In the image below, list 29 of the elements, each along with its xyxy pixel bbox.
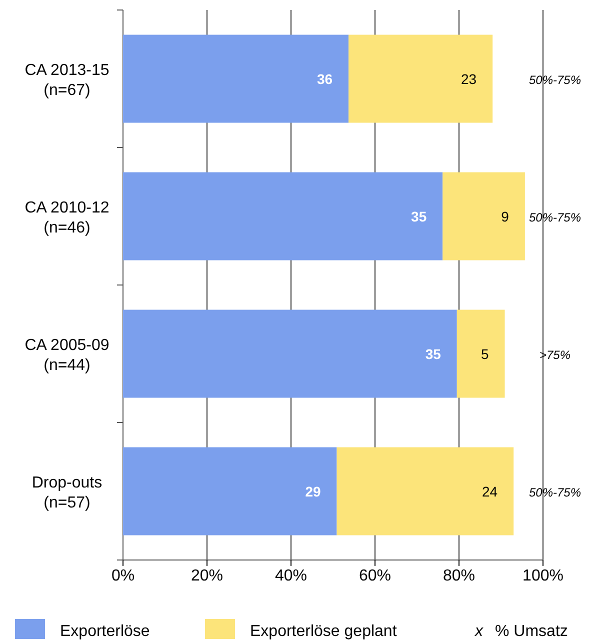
legend-label: Exporterlöse: [60, 623, 150, 640]
annotation: 23: [461, 70, 477, 87]
annotation: 24: [482, 483, 498, 500]
bar: [336, 447, 514, 536]
y-tick-label: Drop-outs (n=57): [32, 474, 102, 512]
bar: [123, 34, 349, 123]
x-tick-label: 80%: [442, 567, 476, 584]
bar: [123, 310, 457, 398]
x-tick-label: 0%: [111, 567, 135, 584]
text: x % Umsatz: [474, 623, 568, 640]
bar: [442, 172, 525, 260]
bar: [456, 310, 505, 398]
y-tick-label: CA 2005-09 (n=44): [24, 336, 110, 374]
annotation: 35: [425, 346, 442, 362]
bar: [348, 34, 493, 123]
x-tick-label: 100%: [522, 567, 564, 584]
legend-label: Exporterlöse geplant: [250, 623, 398, 640]
annotation: 29: [305, 483, 321, 500]
annotation: 35: [411, 208, 427, 224]
annotation: 5: [480, 346, 489, 362]
bar: [123, 172, 443, 260]
y-tick-label: CA 2013-15 (n=67): [24, 62, 110, 99]
bar: [123, 447, 337, 536]
annotation: 36: [316, 70, 333, 87]
x-tick-label: 20%: [190, 567, 224, 584]
y-tick-label: CA 2010-12 (n=46): [24, 199, 110, 236]
annotation: 9: [501, 208, 510, 224]
x-tick-label: 40%: [274, 567, 308, 584]
x-tick-label: 60%: [358, 567, 392, 584]
